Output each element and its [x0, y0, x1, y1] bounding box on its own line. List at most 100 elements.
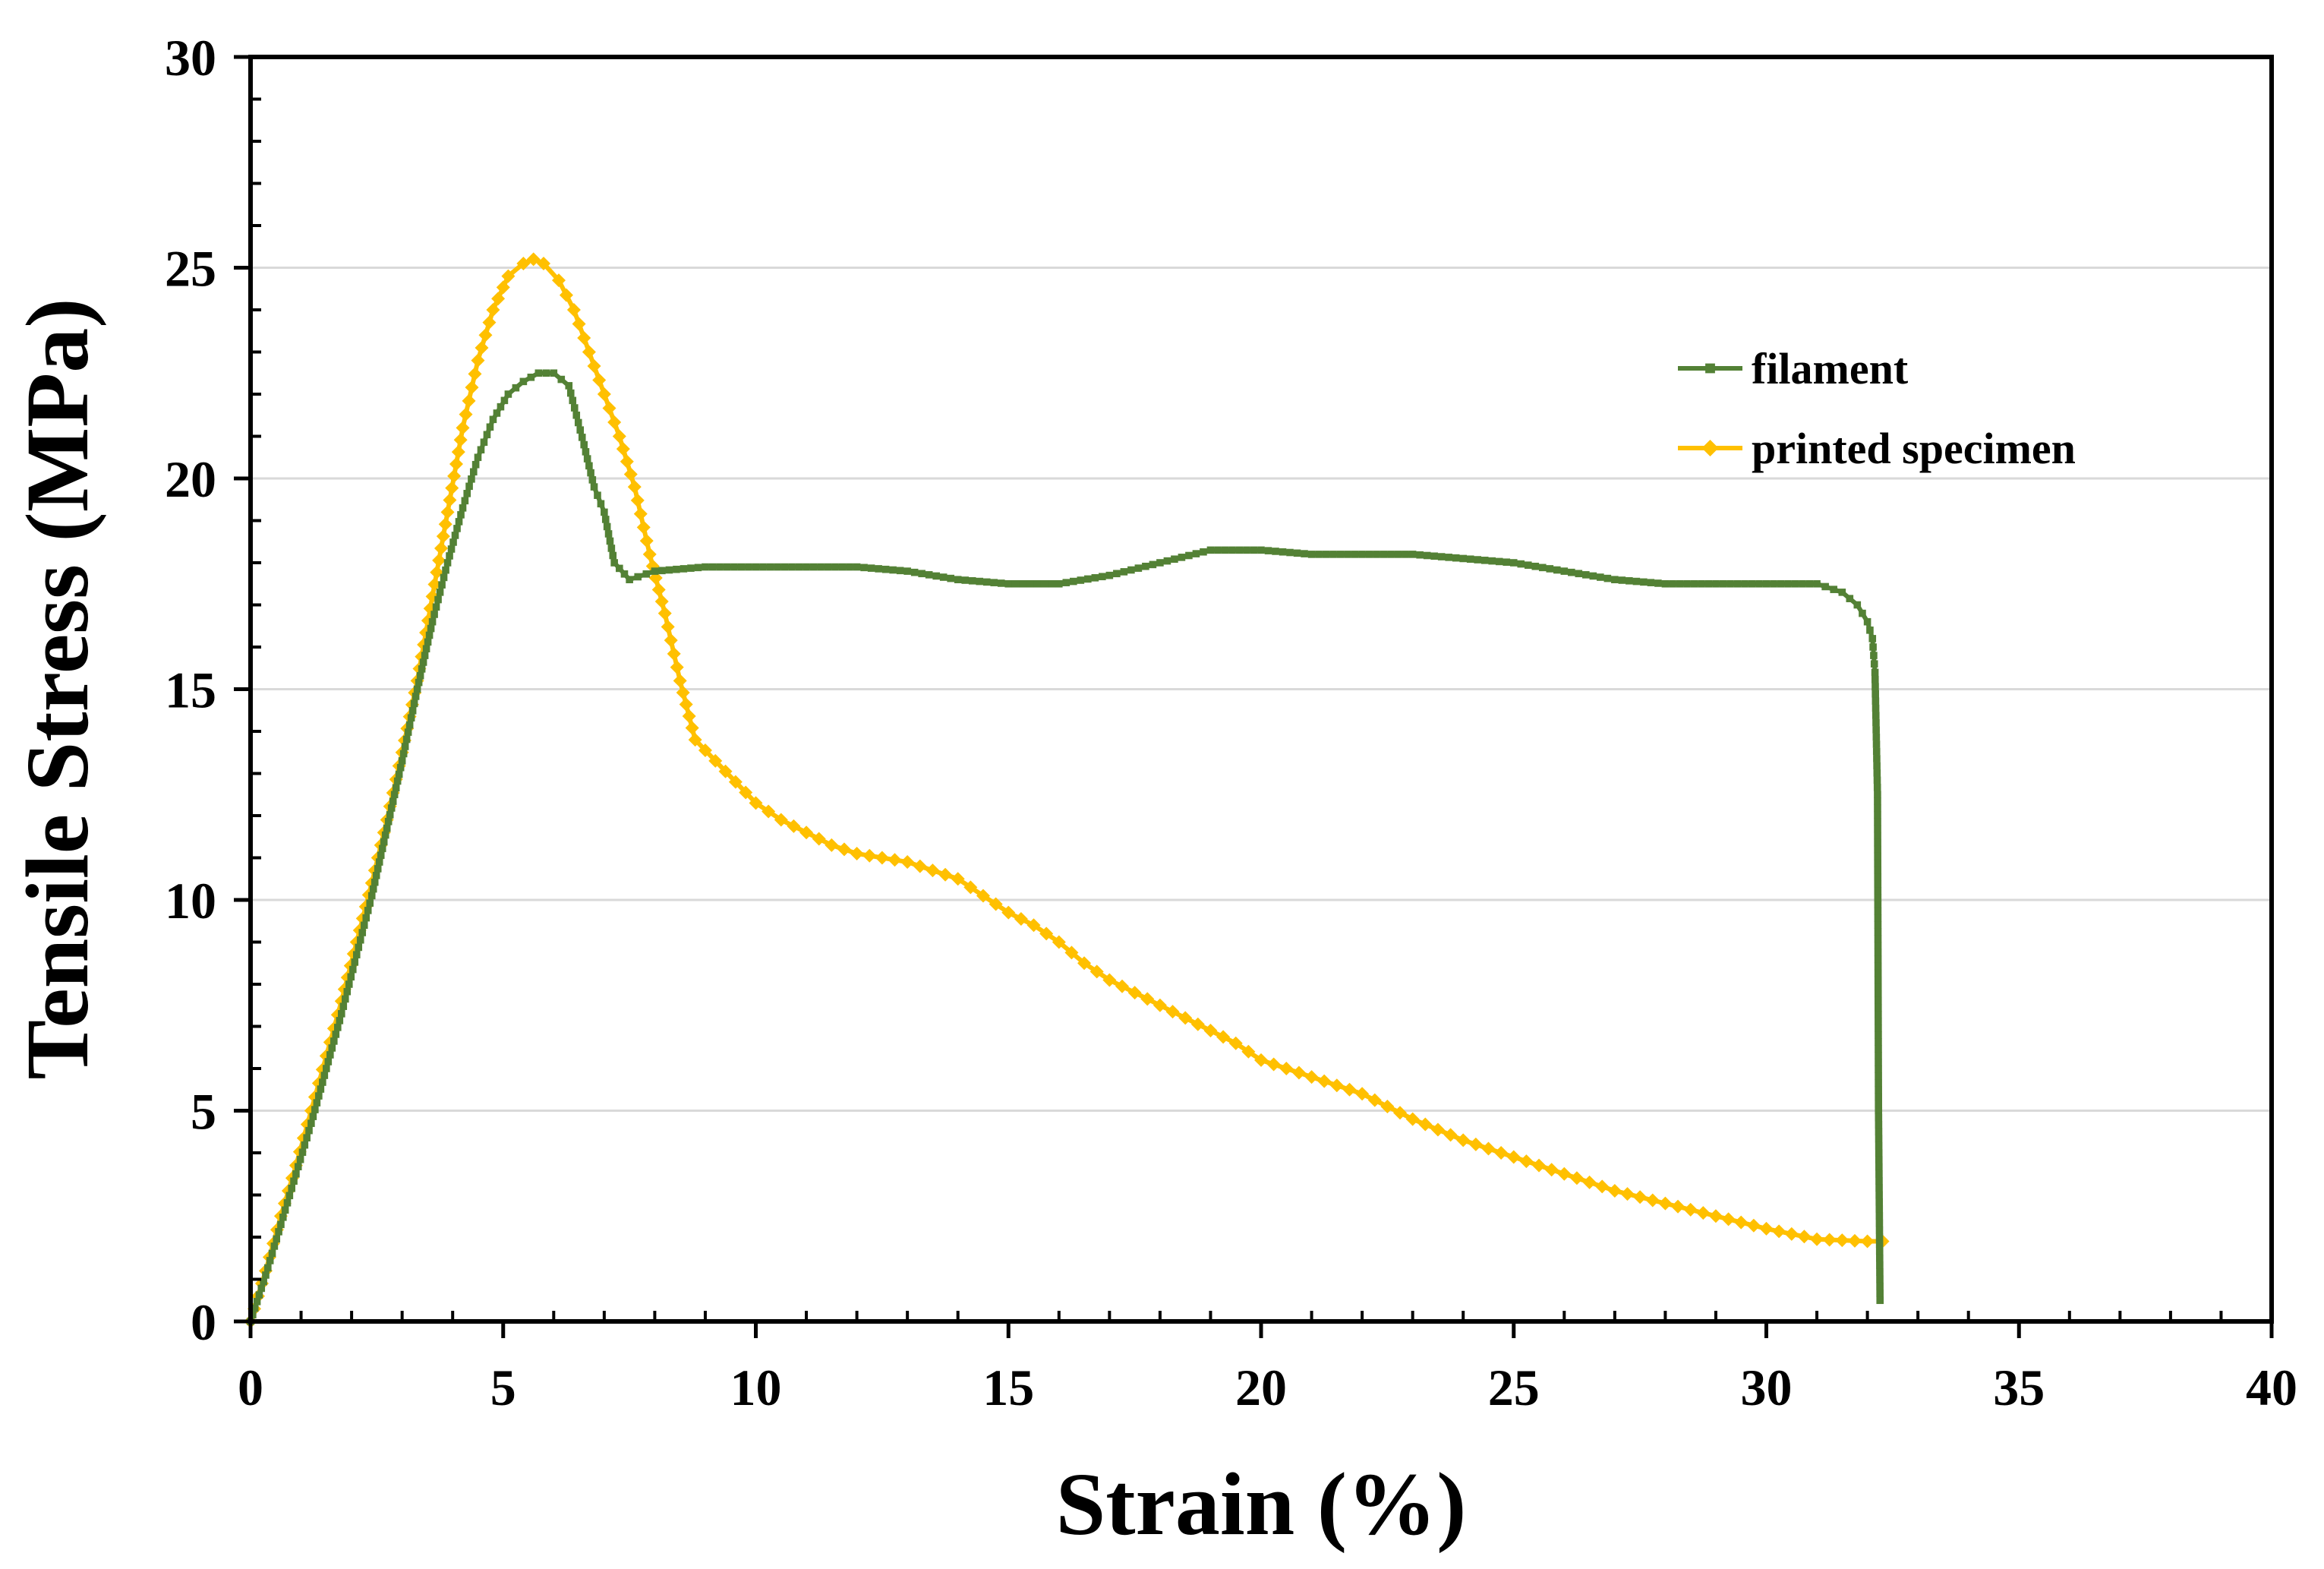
data-point — [1874, 791, 1881, 799]
data-point — [951, 872, 965, 886]
y-tick-label: 10 — [165, 872, 216, 930]
data-point — [1004, 579, 1013, 588]
data-point — [1387, 551, 1395, 558]
data-point — [1351, 551, 1359, 558]
x-tick-label: 25 — [1488, 1359, 1540, 1416]
data-point — [1875, 1031, 1882, 1039]
data-point — [496, 280, 510, 295]
data-point — [1380, 1099, 1395, 1113]
data-point — [1799, 579, 1806, 588]
data-point — [1868, 635, 1877, 642]
data-point — [255, 1291, 263, 1299]
data-point — [1481, 1141, 1496, 1156]
data-point — [580, 440, 588, 449]
data-point — [954, 576, 962, 583]
data-point — [1876, 1275, 1884, 1283]
data-point — [434, 595, 442, 604]
data-point — [1712, 579, 1720, 588]
data-point — [333, 1024, 342, 1031]
data-point — [759, 563, 767, 571]
data-point — [604, 530, 613, 538]
x-tick-label: 30 — [1741, 1359, 1793, 1416]
data-point — [570, 404, 579, 412]
data-point — [512, 384, 520, 392]
data-point — [1874, 832, 1881, 840]
data-point — [799, 826, 814, 840]
data-point — [1033, 579, 1042, 588]
data-point — [1488, 557, 1496, 565]
data-point — [1113, 570, 1121, 578]
data-point — [860, 564, 868, 572]
data-point — [1772, 1224, 1786, 1239]
data-point — [1874, 935, 1882, 943]
data-point — [480, 438, 488, 447]
data-point — [1416, 551, 1424, 559]
data-point — [367, 892, 376, 900]
data-point — [1871, 704, 1880, 712]
data-point — [1696, 1206, 1711, 1220]
data-point — [347, 973, 355, 981]
data-point — [1214, 546, 1222, 554]
data-point — [1874, 880, 1882, 888]
data-point — [1875, 1059, 1882, 1066]
data-point — [574, 418, 582, 427]
data-point — [1077, 576, 1085, 584]
data-point — [590, 483, 598, 491]
data-point — [1301, 550, 1308, 557]
data-point — [1286, 548, 1294, 557]
data-point — [1228, 1036, 1243, 1050]
data-point — [311, 1106, 319, 1113]
data-point — [601, 516, 610, 523]
data-point — [1055, 579, 1063, 588]
data-point — [1875, 1086, 1882, 1094]
data-point — [1452, 554, 1460, 562]
data-point — [372, 872, 380, 879]
data-point — [283, 1199, 292, 1207]
data-point — [795, 563, 803, 571]
data-point — [1875, 1177, 1883, 1185]
data-point — [1875, 1024, 1882, 1032]
data-point — [1755, 579, 1763, 588]
data-point — [443, 559, 452, 567]
data-point — [1001, 905, 1016, 920]
data-point — [383, 824, 391, 832]
data-point — [1875, 1219, 1884, 1227]
data-point — [626, 576, 633, 583]
data-point — [1603, 574, 1612, 582]
data-point — [752, 563, 760, 571]
data-point — [377, 851, 385, 859]
data-point — [1062, 579, 1071, 586]
data-point — [938, 867, 953, 882]
data-point — [389, 797, 397, 805]
data-point — [343, 987, 352, 996]
data-point — [1342, 1082, 1357, 1097]
data-point — [976, 889, 990, 903]
data-point — [932, 572, 940, 580]
data-point — [419, 658, 427, 666]
data-point — [918, 570, 926, 578]
data-point — [401, 743, 409, 750]
data-point — [1683, 1202, 1698, 1217]
data-point — [1026, 918, 1041, 933]
data-point — [337, 1010, 345, 1018]
data-point — [661, 620, 675, 634]
y-tick-label: 30 — [165, 29, 216, 87]
data-point — [486, 303, 500, 317]
data-point — [1873, 769, 1881, 777]
data-point — [926, 863, 940, 878]
data-point — [380, 838, 388, 846]
data-point — [1874, 852, 1881, 860]
data-point — [262, 1271, 270, 1279]
data-point — [1597, 573, 1604, 581]
data-point — [339, 1002, 348, 1010]
data-point — [1620, 1187, 1635, 1201]
data-point — [1190, 1017, 1205, 1031]
data-point — [1495, 557, 1503, 566]
data-point — [723, 563, 731, 571]
data-point — [1221, 546, 1229, 554]
data-point — [1875, 1191, 1883, 1199]
data-point — [1250, 546, 1258, 554]
data-point — [1408, 551, 1417, 558]
data-point — [387, 804, 396, 812]
data-point — [1091, 574, 1099, 582]
